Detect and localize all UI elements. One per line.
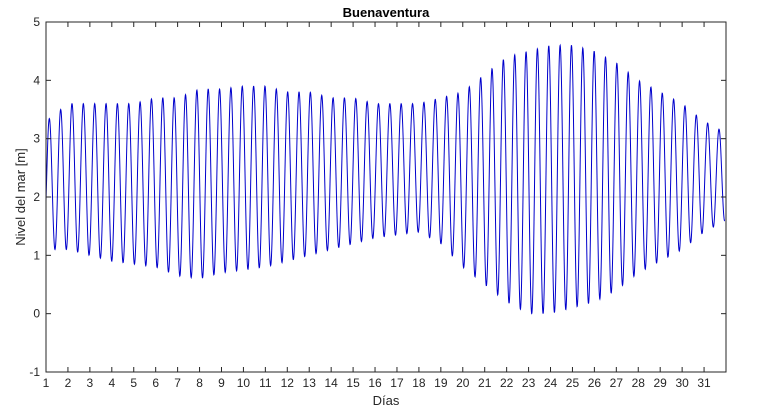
x-tick-label: 30 bbox=[675, 376, 689, 390]
x-tick-label: 21 bbox=[478, 376, 492, 390]
y-tick-label: 0 bbox=[33, 307, 40, 321]
x-tick-label: 10 bbox=[237, 376, 251, 390]
y-tick-label: 3 bbox=[33, 132, 40, 146]
y-tick-label: 1 bbox=[33, 248, 40, 262]
x-tick-label: 25 bbox=[566, 376, 580, 390]
x-axis-label: Días bbox=[373, 393, 400, 408]
x-tick-label: 6 bbox=[152, 376, 159, 390]
x-tick-label: 8 bbox=[196, 376, 203, 390]
x-axis: 1 2 3 4 5 6 7 8 9 10 11 12 13 14 15 16 17 18 19 20 21 22 23 24 2… bbox=[43, 22, 711, 390]
x-tick-label: 13 bbox=[303, 376, 317, 390]
x-tick-label: 17 bbox=[390, 376, 404, 390]
sea-level-series bbox=[45, 43, 726, 315]
x-tick-label: 26 bbox=[588, 376, 602, 390]
x-tick-label: 18 bbox=[412, 376, 426, 390]
x-tick-label: 24 bbox=[544, 376, 558, 390]
y-axis-label: Nivel del mar [m] bbox=[13, 148, 28, 246]
x-tick-label: 1 bbox=[43, 376, 50, 390]
chart-title: Buenaventura bbox=[343, 5, 430, 20]
x-tick-label: 19 bbox=[434, 376, 448, 390]
y-tick-label: -1 bbox=[29, 365, 40, 379]
x-tick-label: 29 bbox=[654, 376, 668, 390]
y-axis: -1 0 1 2 3 4 5 bbox=[29, 15, 726, 379]
x-tick-label: 4 bbox=[108, 376, 115, 390]
x-tick-label: 27 bbox=[610, 376, 624, 390]
x-tick-label: 12 bbox=[281, 376, 295, 390]
x-tick-label: 9 bbox=[218, 376, 225, 390]
x-tick-label: 14 bbox=[324, 376, 338, 390]
series-layer bbox=[45, 43, 726, 315]
x-tick-label: 22 bbox=[500, 376, 514, 390]
x-tick-label: 11 bbox=[259, 376, 272, 390]
x-tick-label: 28 bbox=[632, 376, 646, 390]
x-tick-label: 15 bbox=[346, 376, 360, 390]
y-tick-label: 5 bbox=[33, 15, 40, 29]
x-tick-label: 5 bbox=[130, 376, 137, 390]
x-tick-label: 23 bbox=[522, 376, 536, 390]
x-tick-label: 3 bbox=[87, 376, 94, 390]
x-tick-label: 31 bbox=[697, 376, 711, 390]
x-tick-label: 16 bbox=[368, 376, 382, 390]
x-tick-label: 2 bbox=[65, 376, 72, 390]
x-tick-label: 20 bbox=[456, 376, 470, 390]
y-tick-label: 4 bbox=[33, 73, 40, 87]
x-tick-label: 7 bbox=[174, 376, 181, 390]
y-tick-label: 2 bbox=[33, 190, 40, 204]
